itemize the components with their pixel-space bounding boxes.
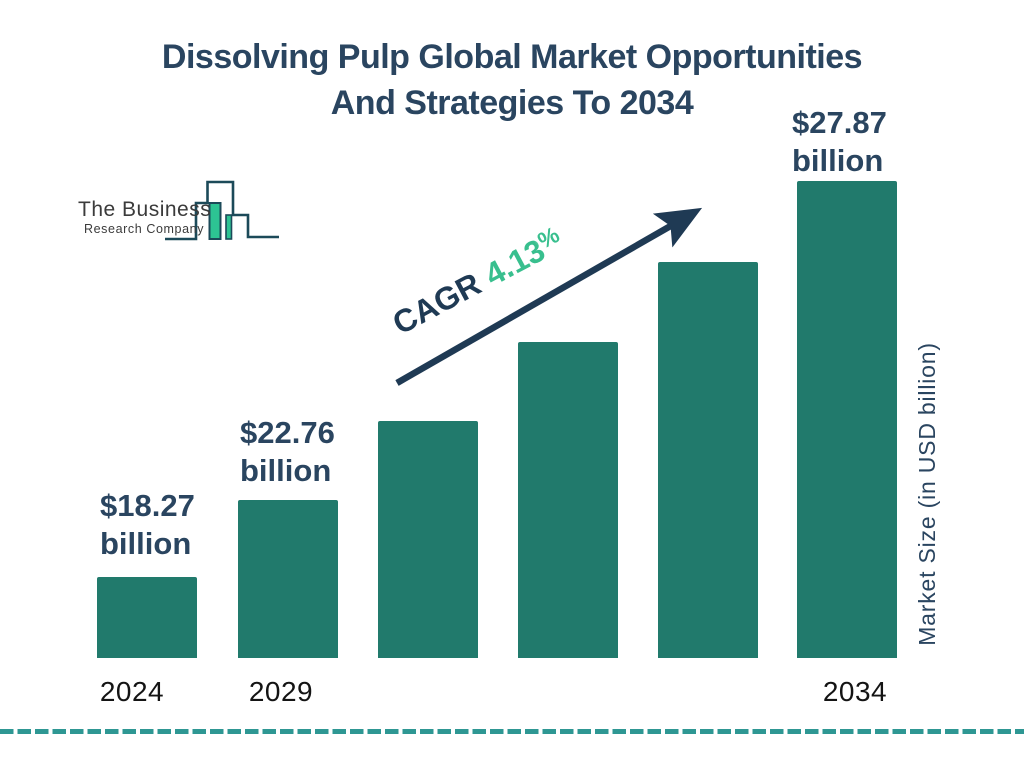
value-amount: $22.76 (240, 415, 335, 450)
bar-value-label-2034: $27.87 billion (792, 104, 887, 180)
value-unit: billion (240, 453, 332, 488)
bar-2024 (97, 577, 197, 658)
x-axis-year-2029: 2029 (248, 676, 314, 707)
bar-2029 (238, 500, 338, 658)
bar-2034 (797, 181, 897, 658)
value-amount: $18.27 (100, 488, 195, 523)
value-amount: $27.87 (792, 105, 887, 140)
x-axis-year-2024: 2024 (99, 676, 165, 707)
company-logo: The Business Research Company (60, 162, 290, 252)
value-unit: billion (100, 526, 192, 561)
logo-company-name: The Business (78, 198, 212, 221)
bottom-dashed-divider (0, 729, 1024, 734)
bar-value-label-2024: $18.27 billion (100, 487, 195, 563)
page-title-line1: Dissolving Pulp Global Market Opportunit… (161, 38, 863, 76)
page-title-line2: And Strategies To 2034 (330, 84, 694, 122)
bar-unlabeled-2 (378, 421, 478, 658)
page-title: Dissolving Pulp Global Market Opportunit… (0, 34, 1024, 126)
logo-company-subtitle: Research Company (84, 222, 205, 236)
value-unit: billion (792, 143, 884, 178)
bar-value-label-2029: $22.76 billion (240, 414, 335, 490)
bar-unlabeled-3 (518, 342, 618, 658)
x-axis-year-2034: 2034 (822, 676, 888, 707)
bar-unlabeled-4 (658, 262, 758, 658)
logo-bar-chart-icon (165, 180, 279, 241)
